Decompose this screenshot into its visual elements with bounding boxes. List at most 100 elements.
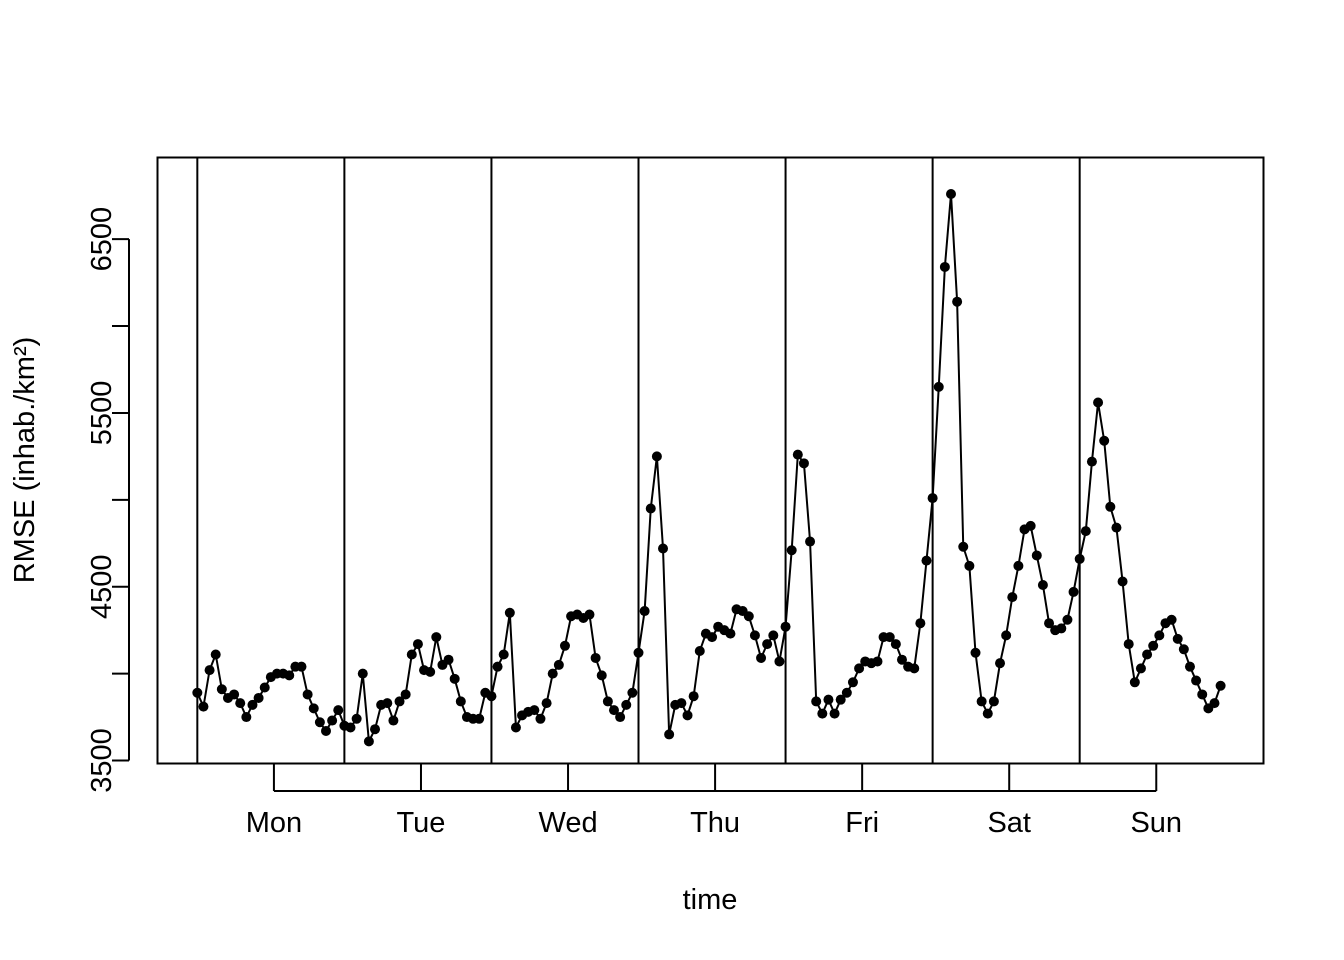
- data-point-111: [872, 656, 883, 667]
- data-point-108: [854, 663, 865, 674]
- data-point-76: [658, 543, 669, 554]
- x-axis: Mon Tue Wed Thu Fri Sat Sun: [246, 764, 1182, 839]
- data-point-120: [927, 493, 938, 504]
- y-tick-label-2: 4500: [86, 554, 118, 619]
- data-point-156: [1148, 640, 1159, 651]
- data-point-101: [811, 696, 822, 707]
- data-point-55: [529, 705, 540, 716]
- data-point-134: [1013, 560, 1024, 571]
- data-point-48: [486, 691, 497, 702]
- y-axis-title: RMSE (inhab./km²): [9, 337, 41, 584]
- x-tick-label-wed: Wed: [538, 807, 597, 839]
- data-point-31: [382, 698, 393, 709]
- data-point-36: [412, 639, 423, 650]
- data-point-99: [798, 458, 809, 469]
- data-point-80: [682, 710, 693, 721]
- data-point-58: [547, 668, 558, 679]
- data-point-144: [1074, 553, 1085, 564]
- data-point-4: [216, 684, 227, 695]
- data-point-146: [1086, 456, 1097, 467]
- data-point-46: [474, 713, 485, 724]
- data-point-34: [400, 689, 411, 700]
- data-point-122: [939, 261, 950, 272]
- data-point-132: [1001, 630, 1012, 641]
- data-point-121: [933, 381, 944, 392]
- data-point-35: [406, 649, 417, 660]
- y-tick-label-6: 6500: [86, 207, 118, 272]
- data-point-149: [1105, 501, 1116, 512]
- data-point-125: [958, 541, 969, 552]
- x-tick-label-sat: Sat: [987, 807, 1031, 839]
- data-point-143: [1068, 586, 1079, 597]
- data-point-92: [756, 652, 767, 663]
- data-point-136: [1025, 520, 1036, 531]
- y-tick-label-0: 3500: [86, 728, 118, 793]
- data-point-152: [1123, 639, 1134, 650]
- data-point-87: [725, 628, 736, 639]
- data-point-26: [351, 713, 362, 724]
- data-point-71: [627, 687, 638, 698]
- data-point-91: [749, 630, 760, 641]
- data-point-104: [829, 708, 840, 719]
- data-point-60: [559, 640, 570, 651]
- data-point-103: [823, 694, 834, 705]
- data-point-93: [762, 639, 773, 650]
- data-point-167: [1215, 680, 1226, 691]
- data-point-139: [1044, 618, 1055, 629]
- data-point-95: [774, 656, 785, 667]
- data-point-69: [615, 712, 626, 723]
- data-point-74: [645, 503, 656, 514]
- data-point-150: [1111, 522, 1122, 533]
- data-point-119: [921, 555, 932, 566]
- data-point-94: [768, 630, 779, 641]
- data-point-126: [964, 560, 975, 571]
- data-point-49: [492, 661, 503, 672]
- data-point-25: [345, 722, 356, 733]
- data-point-70: [621, 699, 632, 710]
- data-point-52: [510, 722, 521, 733]
- data-point-106: [841, 687, 852, 698]
- data-point-133: [1007, 592, 1018, 603]
- x-tick-label-tue: Tue: [397, 807, 446, 839]
- x-tick-label-mon: Mon: [246, 807, 302, 839]
- data-point-75: [651, 451, 662, 462]
- data-point-115: [896, 654, 907, 665]
- data-point-9: [247, 699, 258, 710]
- data-point-98: [792, 449, 803, 460]
- data-point-2: [204, 665, 215, 676]
- data-point-0: [192, 687, 203, 698]
- data-point-161: [1178, 644, 1189, 655]
- data-point-84: [707, 632, 718, 643]
- data-point-65: [590, 652, 601, 663]
- data-point-57: [541, 698, 552, 709]
- data-point-163: [1191, 675, 1202, 686]
- data-point-129: [982, 708, 993, 719]
- data-point-67: [602, 696, 613, 707]
- data-point-141: [1056, 623, 1067, 634]
- data-point-79: [676, 698, 687, 709]
- data-point-43: [455, 696, 466, 707]
- data-point-127: [970, 647, 981, 658]
- data-point-105: [835, 694, 846, 705]
- data-point-142: [1062, 614, 1073, 625]
- x-axis-title: time: [683, 884, 738, 916]
- data-point-73: [639, 606, 650, 617]
- data-point-6: [229, 689, 240, 700]
- data-point-51: [504, 607, 515, 618]
- data-point-154: [1135, 663, 1146, 674]
- data-point-96: [780, 621, 791, 632]
- data-point-137: [1031, 550, 1042, 561]
- data-point-41: [443, 654, 454, 665]
- data-point-22: [327, 715, 338, 726]
- data-point-15: [284, 670, 295, 681]
- x-tick-label-sun: Sun: [1130, 807, 1182, 839]
- data-point-82: [694, 646, 705, 657]
- data-point-56: [535, 713, 546, 724]
- data-point-19: [308, 703, 319, 714]
- data-point-102: [817, 708, 828, 719]
- data-point-1: [198, 701, 209, 712]
- data-point-27: [357, 668, 368, 679]
- series-layer: [192, 188, 1226, 747]
- data-point-32: [388, 715, 399, 726]
- data-point-155: [1142, 649, 1153, 660]
